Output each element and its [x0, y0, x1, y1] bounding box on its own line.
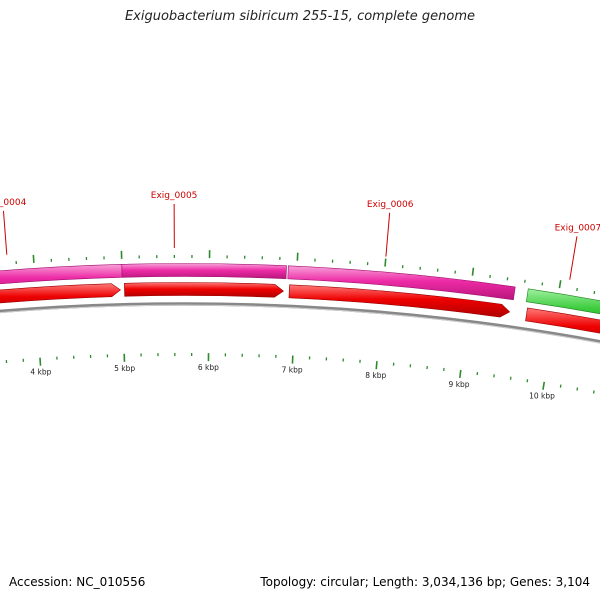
- ruler-tick-inner: [375, 361, 378, 370]
- ruler-tick-inner: [592, 390, 595, 394]
- gene-label-exig_0005: Exig_0005: [151, 191, 198, 201]
- gene-label-connector: [569, 236, 578, 280]
- ruler-tick-label: 10 kbp: [529, 392, 555, 401]
- topology-value: circular: [320, 575, 365, 589]
- cds-arrow-exig_0006: [288, 284, 511, 318]
- accession-info: Accession: NC_010556: [9, 575, 145, 589]
- accession-label: Accession:: [9, 575, 73, 589]
- gene-track: [0, 263, 600, 315]
- ruler-tick-outer: [558, 280, 562, 289]
- ruler-tick-label: 7 kbp: [282, 366, 303, 375]
- ruler-tick-label: 8 kbp: [365, 371, 386, 380]
- ruler-tick-inner: [542, 381, 546, 390]
- ruler-tick-label: 9 kbp: [449, 380, 470, 389]
- ruler-tick-inner: [39, 357, 42, 366]
- ruler-tick-inner: [459, 369, 462, 379]
- ruler-tick-inner: [559, 384, 562, 388]
- accession-value: NC_010556: [76, 575, 146, 589]
- gene-label-connector: [385, 212, 391, 257]
- topology-label: Topology:: [260, 575, 317, 589]
- ruler-tick-label: 5 kbp: [114, 364, 135, 373]
- gene-label-exig_0006: Exig_0006: [367, 200, 414, 210]
- length-label: Length:: [372, 575, 419, 589]
- gene-label-connector: [2, 210, 8, 255]
- ruler-track: 4 kbp 5 kbp 6 kbp 7 kbp 8 kbp 9 kbp 10 kbp: [5, 250, 596, 401]
- ruler-tick-inner: [576, 387, 579, 391]
- genome-stats: Topology: circular; Length: 3,034,136 bp…: [260, 575, 590, 589]
- gene-labels: Exig_0004 Exig_0005 Exig_0006 Exig_0007: [0, 191, 600, 280]
- backbone-track: [0, 302, 600, 344]
- cds-track: [0, 282, 600, 334]
- cds-arrow-exig_0004: [0, 283, 121, 304]
- ruler-tick-label: 6 kbp: [198, 363, 219, 372]
- page-title: Exiguobacterium sibiricum 255-15, comple…: [124, 9, 476, 24]
- ruler-tick-label: 4 kbp: [30, 368, 51, 377]
- length-value: 3,034,136 bp: [421, 575, 502, 589]
- ruler-tick-outer: [576, 287, 578, 292]
- gene-label-exig_0004: Exig_0004: [0, 198, 27, 208]
- ruler-tick-outer: [471, 267, 475, 276]
- gene-label-exig_0007: Exig_0007: [555, 223, 600, 233]
- gene-band-exig_0005: [121, 263, 287, 280]
- backbone-highlight: [0, 304, 600, 344]
- genes-value: 3,104: [555, 575, 590, 589]
- cds-arrow-exig_0005: [124, 282, 284, 298]
- ruler-tick-outer: [593, 290, 596, 295]
- ruler-tick-outer: [384, 258, 387, 267]
- genes-label: Genes:: [509, 575, 552, 589]
- gene-band-exig_0006: [287, 265, 516, 301]
- cds-arrow-exig_0007: [525, 307, 600, 334]
- backbone-arc: [0, 302, 600, 344]
- gene-band-exig_0007: [525, 288, 600, 315]
- ruler-tick-outer: [32, 254, 35, 263]
